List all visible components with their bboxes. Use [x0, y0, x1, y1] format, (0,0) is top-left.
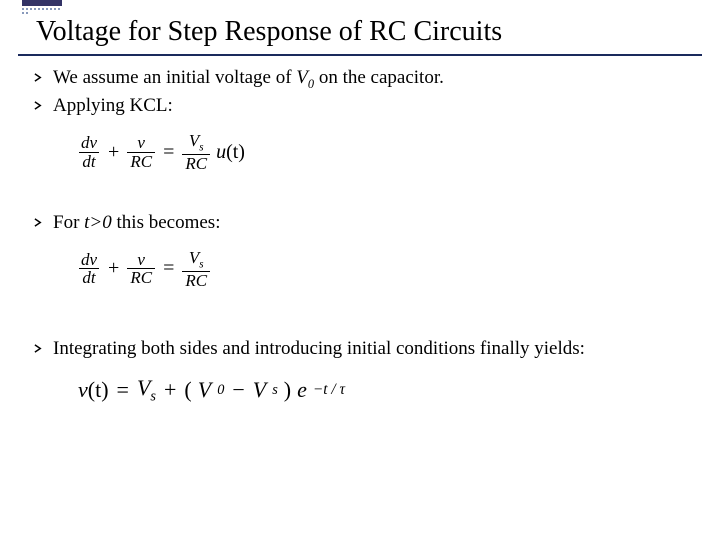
bullet-item: Integrating both sides and introducing i…	[34, 337, 690, 361]
bullet-item: For t>0 this becomes:	[34, 211, 690, 235]
equation-3: v(t) = Vs + (V0 − Vs)e−t / τ	[78, 375, 690, 405]
bullet-text: Applying KCL:	[53, 94, 173, 118]
bullet-item: We assume an initial voltage of V0 on th…	[34, 66, 690, 92]
bullet-text: For t>0 this becomes:	[53, 211, 220, 235]
bullet-item: Applying KCL:	[34, 94, 690, 118]
chevron-right-icon	[34, 344, 43, 353]
equation-1: dvdt + vRC = VsRC u(t)	[78, 132, 690, 173]
chevron-right-icon	[34, 101, 43, 110]
chevron-right-icon	[34, 73, 43, 82]
equation-2: dvdt + vRC = VsRC	[78, 249, 690, 290]
bullet-text: Integrating both sides and introducing i…	[53, 337, 585, 361]
slide-title: Voltage for Step Response of RC Circuits	[36, 16, 502, 48]
slide-content: We assume an initial voltage of V0 on th…	[34, 66, 690, 426]
chevron-right-icon	[34, 218, 43, 227]
title-underline	[18, 54, 702, 56]
bullet-text: We assume an initial voltage of V0 on th…	[53, 66, 444, 92]
